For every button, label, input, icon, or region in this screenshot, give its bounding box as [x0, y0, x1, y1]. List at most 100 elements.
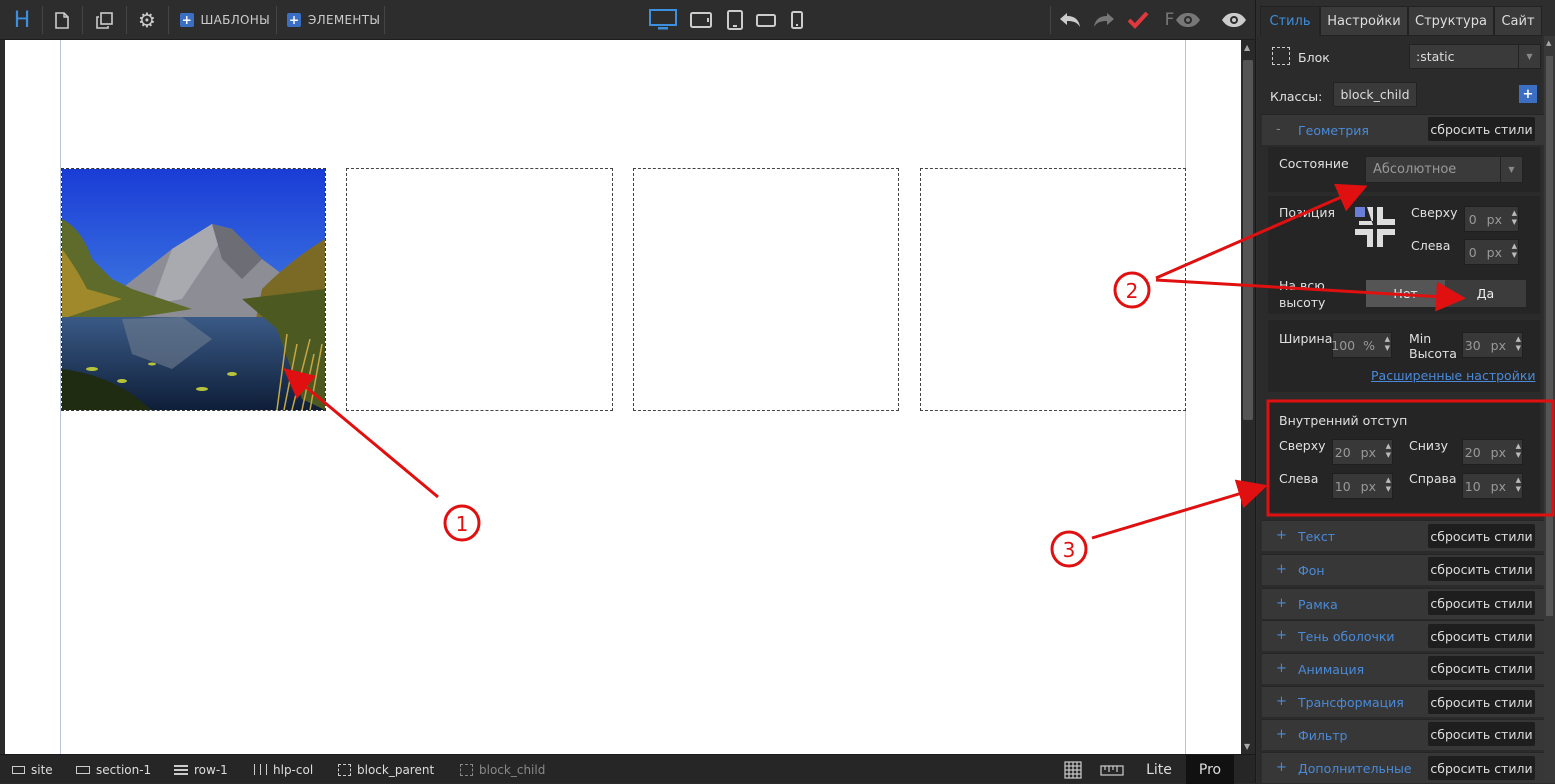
tab-structure[interactable]: Структура	[1408, 6, 1494, 36]
style-panel: Стиль Настройки Структура Сайт ▲ Блок :s…	[1255, 0, 1555, 783]
padding-left-input[interactable]: 10 px ▲ ▼	[1332, 473, 1393, 499]
stepper-icon[interactable]: ▲ ▼	[1511, 242, 1517, 259]
plus-icon: +	[1276, 562, 1287, 577]
breadcrumb-site[interactable]: site	[12, 755, 53, 784]
full-height-no-button[interactable]: Нет	[1366, 280, 1445, 307]
scrollbar-thumb[interactable]	[1546, 56, 1553, 616]
stepper-icon[interactable]: ▲ ▼	[1384, 335, 1390, 352]
eye-icon[interactable]	[1218, 0, 1250, 40]
tab-settings[interactable]: Настройки	[1320, 6, 1408, 36]
padding-group: Внутренний отступ Сверху 20 px ▲ ▼ Снизу …	[1268, 402, 1540, 512]
reset-text-button[interactable]: сбросить стили	[1428, 524, 1535, 548]
add-class-button[interactable]: +	[1519, 85, 1537, 103]
grid-icon[interactable]	[1064, 755, 1082, 784]
divider	[168, 6, 169, 34]
tab-style[interactable]: Стиль	[1260, 6, 1320, 36]
f-eye-icon[interactable]: F	[1160, 0, 1206, 40]
full-height-yes-button[interactable]: Да	[1445, 280, 1526, 307]
padding-right-input[interactable]: 10 px ▲ ▼	[1462, 473, 1523, 499]
new-page-icon[interactable]	[50, 0, 74, 40]
pro-mode-button[interactable]: Pro	[1186, 755, 1234, 784]
stepper-icon[interactable]: ▲ ▼	[1515, 442, 1521, 459]
position-anchor-icon[interactable]	[1355, 207, 1395, 247]
columns-icon	[254, 764, 267, 775]
templates-button[interactable]: + ШАБЛОНЫ	[180, 13, 270, 27]
breadcrumb-section[interactable]: section-1	[76, 755, 151, 784]
desktop-icon[interactable]	[647, 0, 679, 40]
tablet-landscape-icon[interactable]	[688, 0, 714, 40]
checkmark-icon[interactable]	[1124, 0, 1152, 40]
reset-filter-button[interactable]: сбросить стили	[1428, 722, 1535, 746]
gear-icon[interactable]: ⚙	[138, 8, 156, 32]
image-block[interactable]	[61, 168, 326, 411]
stepper-icon[interactable]: ▲ ▼	[1385, 442, 1391, 459]
scroll-up-icon[interactable]: ▲	[1244, 43, 1251, 52]
reset-advanced-button[interactable]: сбросить стили	[1428, 756, 1535, 780]
column-guide	[60, 40, 61, 754]
reset-geometry-button[interactable]: сбросить стили	[1428, 117, 1535, 141]
position-top-input[interactable]: 0 px ▲ ▼	[1464, 206, 1519, 232]
block-icon	[1272, 47, 1290, 65]
width-input[interactable]: 100 % ▲ ▼	[1331, 332, 1392, 358]
chevron-down-icon: ▼	[1500, 157, 1522, 182]
class-tag[interactable]: block_child	[1333, 82, 1417, 107]
chevron-down-icon: ▼	[1518, 45, 1540, 68]
undo-icon[interactable]	[1056, 0, 1084, 40]
stepper-icon[interactable]: ▲ ▼	[1385, 476, 1391, 493]
divider	[42, 6, 43, 34]
empty-block[interactable]	[920, 168, 1186, 411]
stepper-icon[interactable]: ▲ ▼	[1515, 335, 1521, 352]
empty-block[interactable]	[346, 168, 613, 411]
plus-icon: +	[1276, 760, 1287, 775]
reset-transform-button[interactable]: сбросить стили	[1428, 690, 1535, 714]
padding-top-input[interactable]: 20 px ▲ ▼	[1332, 439, 1393, 465]
ruler-icon[interactable]	[1100, 755, 1124, 784]
logo[interactable]: H	[13, 7, 31, 33]
top-toolbar: H ⚙ + ШАБЛОНЫ + ЭЛЕМЕНТЫ	[0, 0, 1255, 40]
rows-icon	[174, 764, 188, 775]
rect-icon	[12, 765, 25, 774]
padding-bottom-input[interactable]: 20 px ▲ ▼	[1462, 439, 1523, 465]
landscape-image	[62, 169, 325, 411]
min-height-input[interactable]: 30 px ▲ ▼	[1462, 332, 1523, 358]
lite-mode-button[interactable]: Lite	[1146, 761, 1172, 778]
breadcrumb-block-parent[interactable]: block_parent	[338, 755, 434, 784]
panel-scrollbar[interactable]: ▲	[1544, 36, 1555, 783]
scrollbar-thumb[interactable]	[1243, 60, 1253, 420]
reset-border-button[interactable]: сбросить стили	[1428, 591, 1535, 615]
advanced-settings-link[interactable]: Расширенные настройки	[1371, 368, 1536, 383]
editor-canvas[interactable]	[5, 40, 1241, 754]
reset-background-button[interactable]: сбросить стили	[1428, 557, 1535, 581]
rect-icon	[76, 765, 90, 774]
redo-icon[interactable]	[1090, 0, 1118, 40]
plus-icon: +	[1276, 528, 1287, 543]
copy-icon[interactable]	[92, 0, 116, 40]
plus-icon: +	[1276, 628, 1287, 643]
minus-icon: -	[1276, 122, 1281, 137]
plus-icon: +	[287, 13, 301, 27]
state-group: Состояние Абсолютное ▼	[1268, 147, 1540, 192]
tab-site[interactable]: Сайт	[1494, 6, 1542, 36]
state-select[interactable]: :static ▼	[1409, 44, 1541, 69]
breadcrumb-col[interactable]: hlp-col	[254, 755, 313, 784]
plus-icon: +	[1276, 596, 1287, 611]
scroll-up-icon[interactable]: ▲	[1546, 39, 1552, 47]
plus-icon: +	[1276, 727, 1287, 742]
scroll-down-icon[interactable]: ▼	[1244, 742, 1251, 751]
phone-landscape-icon[interactable]	[754, 0, 778, 40]
elements-button[interactable]: + ЭЛЕМЕНТЫ	[287, 13, 381, 27]
breadcrumb-block-child[interactable]: block_child	[460, 755, 545, 784]
reset-shadow-button[interactable]: сбросить стили	[1428, 624, 1535, 648]
stepper-icon[interactable]: ▲ ▼	[1511, 209, 1517, 226]
divider	[1050, 6, 1051, 34]
breadcrumb-row[interactable]: row-1	[174, 755, 228, 784]
position-state-select[interactable]: Абсолютное ▼	[1365, 156, 1523, 183]
stepper-icon[interactable]: ▲ ▼	[1515, 476, 1521, 493]
empty-block[interactable]	[633, 168, 899, 411]
plus-icon: +	[180, 13, 194, 27]
canvas-scrollbar[interactable]: ▲ ▼	[1241, 40, 1255, 754]
reset-animation-button[interactable]: сбросить стили	[1428, 656, 1535, 680]
tablet-portrait-icon[interactable]	[724, 0, 746, 40]
phone-portrait-icon[interactable]	[787, 0, 807, 40]
position-left-input[interactable]: 0 px ▲ ▼	[1464, 239, 1519, 265]
